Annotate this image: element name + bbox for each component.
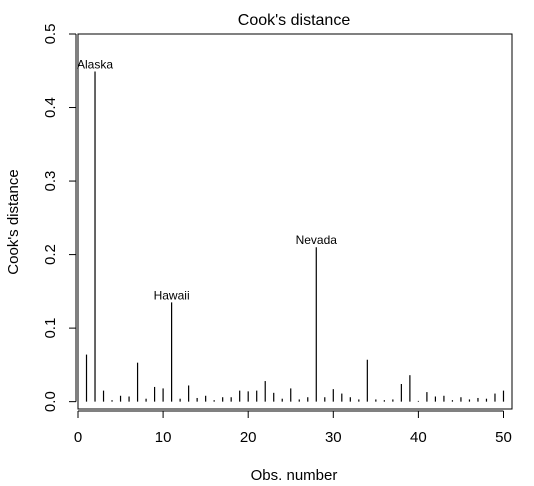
x-tick-label: 0 bbox=[74, 429, 82, 446]
bar-series bbox=[85, 71, 505, 402]
annotation-label: Alaska bbox=[77, 58, 113, 72]
y-tick-label: 0.1 bbox=[42, 318, 59, 339]
x-tick-label: 10 bbox=[155, 429, 172, 446]
plot-frame bbox=[77, 33, 513, 410]
chart-title: Cook's distance bbox=[238, 12, 351, 29]
y-tick-label: 0.0 bbox=[42, 391, 59, 412]
annotations: Alaska Hawaii Nevada bbox=[77, 58, 337, 303]
annotation-label: Nevada bbox=[296, 233, 338, 247]
x-tick-label: 30 bbox=[325, 429, 342, 446]
y-axis: 0.0 0.1 0.2 0.3 0.4 0.5 bbox=[42, 24, 77, 412]
annotation-label: Hawaii bbox=[154, 288, 190, 302]
x-tick-label: 40 bbox=[410, 429, 427, 446]
x-axis-title: Obs. number bbox=[251, 467, 338, 484]
x-tick-label: 50 bbox=[495, 429, 512, 446]
y-tick-label: 0.4 bbox=[42, 97, 59, 118]
x-axis: 0 10 20 30 40 50 bbox=[74, 410, 512, 446]
x-tick-label: 20 bbox=[240, 429, 257, 446]
y-tick-label: 0.5 bbox=[42, 24, 59, 45]
y-tick-label: 0.2 bbox=[42, 244, 59, 265]
y-tick-label: 0.3 bbox=[42, 171, 59, 192]
y-axis-title: Cook's distance bbox=[5, 169, 22, 274]
